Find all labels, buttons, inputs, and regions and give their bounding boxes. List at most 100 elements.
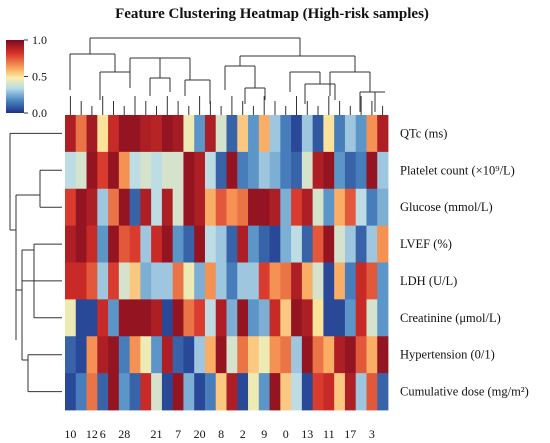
heatmap-cell: [237, 299, 249, 337]
heatmap-cell: [334, 262, 346, 300]
heatmap-cell: [129, 373, 141, 411]
heatmap-cell: [97, 336, 109, 374]
heatmap-cell: [355, 373, 367, 411]
heatmap-cell: [183, 299, 195, 337]
heatmap-cell: [269, 262, 281, 300]
heatmap-cell: [344, 115, 357, 153]
heatmap-cell: [108, 373, 120, 411]
heatmap-cell: [291, 115, 303, 153]
heatmap-cell: [377, 262, 389, 300]
heatmap-cell: [172, 151, 184, 190]
heatmap-cell: [269, 115, 281, 153]
heatmap-cell: [140, 299, 152, 337]
heatmap-cell: [151, 336, 163, 374]
heatmap-cell: [151, 188, 163, 227]
heatmap-cell: [323, 299, 335, 337]
heatmap-cell: [237, 115, 249, 153]
heatmap-cell: [151, 262, 163, 300]
heatmap-cell: [129, 188, 141, 227]
heatmap-cell: [355, 151, 367, 190]
heatmap-cell: [366, 336, 378, 374]
heatmap-cell: [215, 299, 227, 337]
heatmap-cell: [65, 188, 77, 227]
heatmap-cell: [366, 225, 378, 263]
heatmap-cell: [323, 373, 335, 411]
column-tick-label: 11: [323, 427, 335, 441]
heatmap-cell: [291, 262, 303, 300]
heatmap-cell: [334, 336, 346, 374]
heatmap-cell: [140, 225, 152, 263]
column-tick-labels: 10 12 6 28 21 7 20 8 2 9 0 13 11 17 3: [64, 427, 374, 441]
heatmap-cell: [204, 336, 217, 374]
row-label: Cumulative dose (mg/m²): [400, 385, 529, 399]
column-tick-label: 13: [301, 427, 313, 441]
heatmap-cell: [334, 151, 346, 190]
heatmap-cell: [280, 225, 292, 263]
colorbar-tick-label: 1.0: [32, 33, 47, 47]
heatmap-cell: [140, 262, 152, 300]
heatmap-cell: [129, 262, 141, 300]
heatmap-cell: [280, 115, 292, 153]
heatmap-cell: [226, 188, 238, 227]
heatmap-cell: [161, 188, 174, 227]
heatmap-cell: [291, 299, 303, 337]
heatmap-cell: [323, 225, 335, 263]
heatmap-cell: [237, 336, 249, 374]
heatmap-cell: [280, 188, 292, 227]
heatmap-cell: [248, 188, 260, 227]
heatmap-cell: [301, 299, 314, 337]
heatmap-cell: [65, 299, 77, 337]
heatmap-cell: [183, 225, 195, 263]
heatmap-cell: [97, 115, 109, 153]
heatmap-cell: [215, 262, 227, 300]
heatmap-cell: [344, 262, 357, 300]
heatmap-cell: [161, 262, 174, 300]
heatmap-cell: [258, 373, 270, 411]
heatmap-cell: [118, 373, 130, 411]
heatmap-cell: [344, 299, 357, 337]
heatmap-cell: [97, 151, 109, 190]
heatmap-cell: [237, 262, 249, 300]
heatmap-cell: [312, 151, 324, 190]
heatmap-cell: [118, 299, 130, 337]
heatmap-cell: [323, 151, 335, 190]
heatmap-cell: [129, 151, 141, 190]
row-label: Glucose (mmol/L): [400, 200, 493, 214]
row-label: Platelet count (×10⁹/L): [400, 163, 515, 177]
heatmap-cell: [140, 115, 152, 153]
heatmap-cell: [65, 373, 77, 411]
heatmap-cell: [344, 373, 357, 411]
heatmap-cell: [215, 151, 227, 190]
heatmap-cell: [301, 225, 314, 263]
heatmap-cell: [86, 262, 98, 300]
heatmap-cell: [323, 262, 335, 300]
heatmap-cell: [258, 262, 270, 300]
heatmap-cell: [269, 151, 281, 190]
heatmap-cell: [129, 115, 141, 153]
heatmap-cell: [291, 188, 303, 227]
heatmap-cell: [334, 188, 346, 227]
heatmap-cell: [248, 336, 260, 374]
heatmap-cell: [334, 373, 346, 411]
heatmap-cell: [377, 336, 389, 374]
heatmap-cell: [248, 299, 260, 337]
heatmap-cell: [151, 115, 163, 153]
heatmap-cell: [161, 151, 174, 190]
column-tick-label: 2: [240, 427, 246, 441]
heatmap-cell: [172, 115, 184, 153]
heatmap-cell: [194, 115, 206, 153]
heatmap-cell: [258, 188, 270, 227]
heatmap-cell: [204, 262, 217, 300]
heatmap-cell: [86, 299, 98, 337]
heatmap-cell: [291, 373, 303, 411]
heatmap-cell: [377, 299, 389, 337]
heatmap-cell: [280, 299, 292, 337]
heatmap-cell: [194, 299, 206, 337]
heatmap-cell: [65, 115, 77, 153]
heatmap-cell: [248, 115, 260, 153]
heatmap-cell: [366, 373, 378, 411]
heatmap-cell: [377, 188, 389, 227]
heatmap-cell: [118, 262, 130, 300]
column-tick-label: 28: [118, 427, 130, 441]
heatmap-cell: [97, 299, 109, 337]
